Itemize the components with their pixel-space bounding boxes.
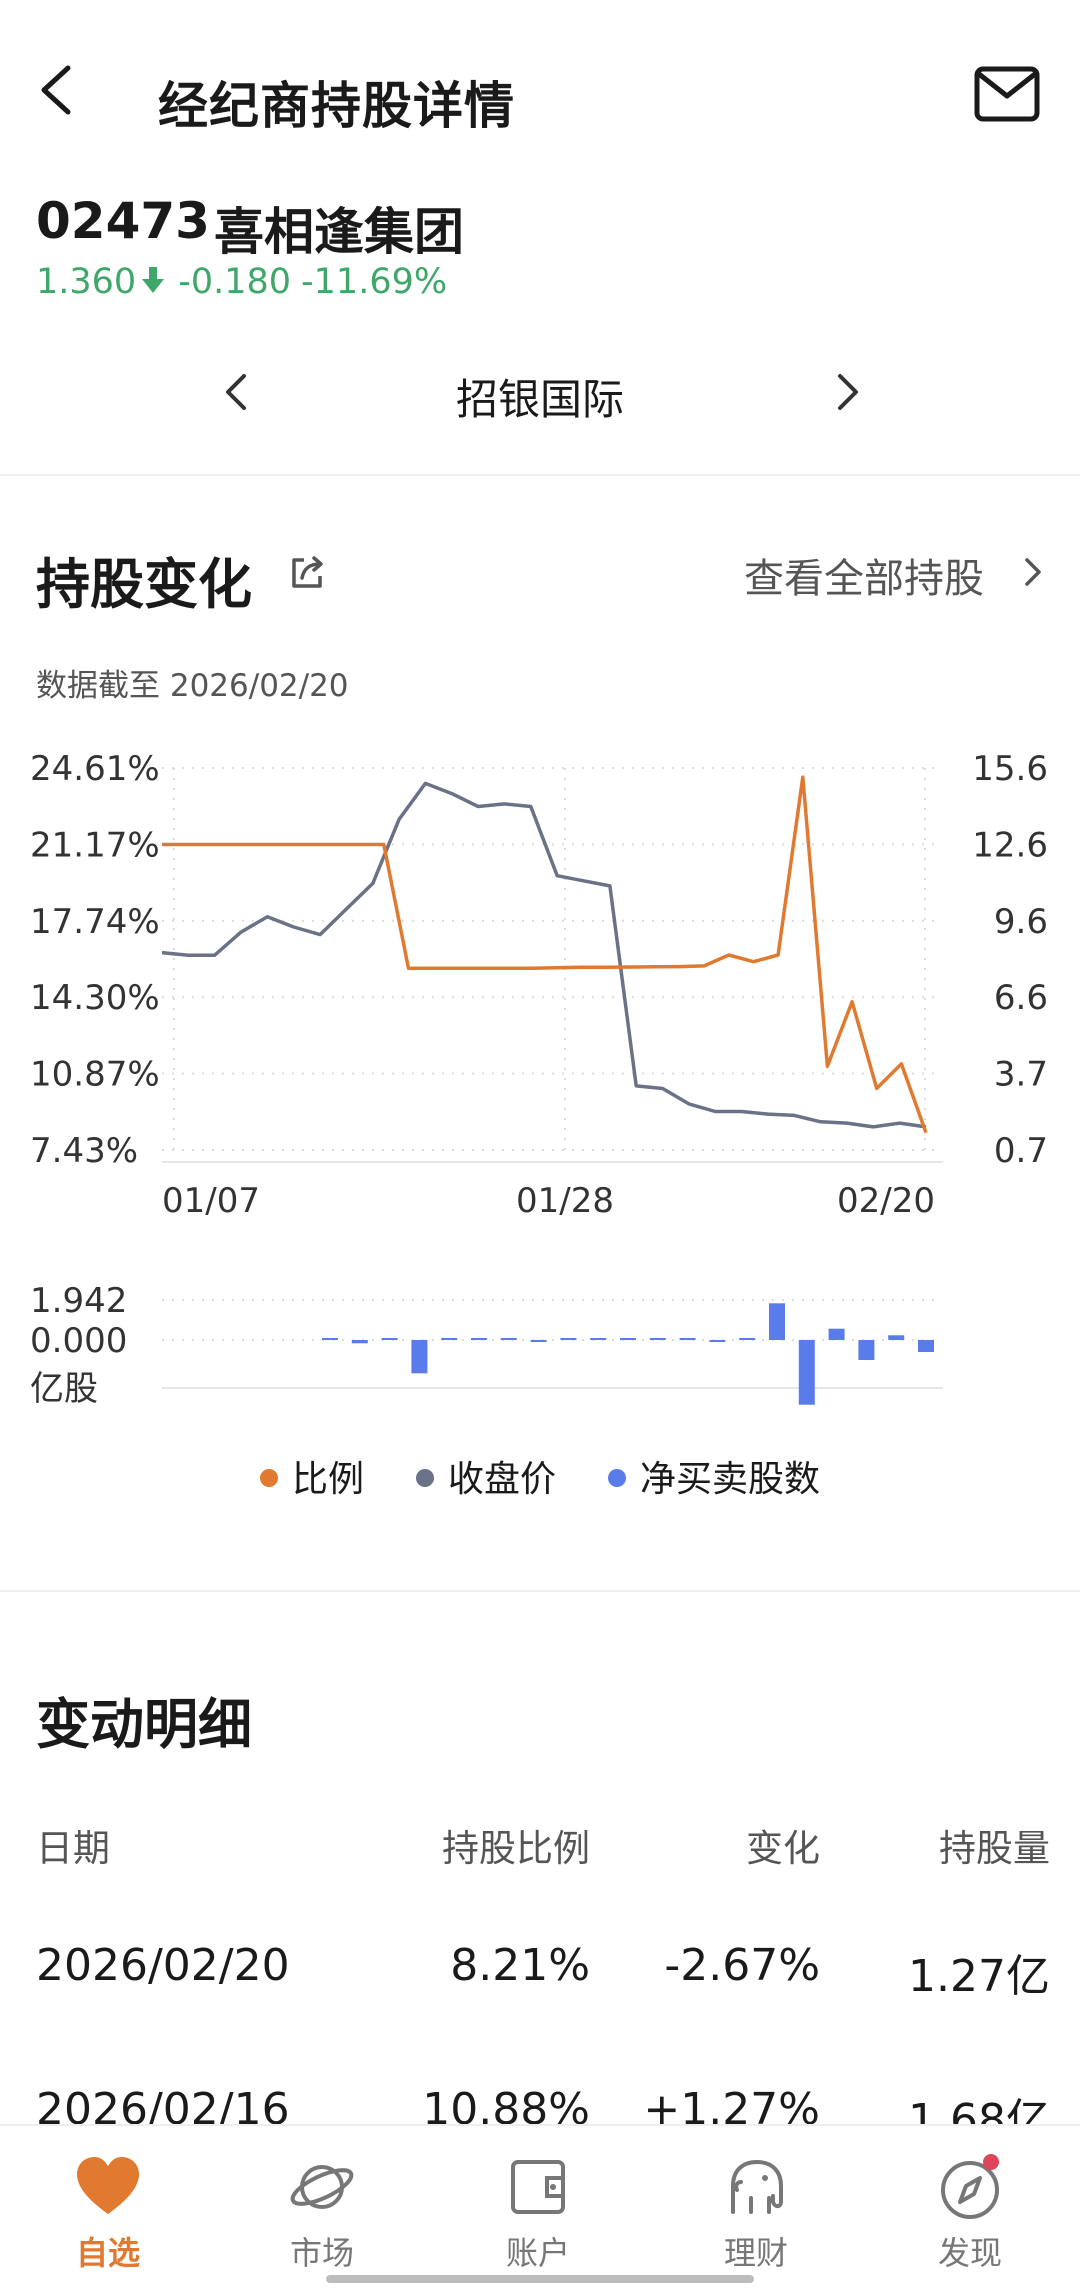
- header-holding: 持股量: [939, 1827, 1050, 1870]
- net-trade-bar: [918, 1340, 934, 1352]
- bottom-nav: 自选 市场 账户 理财 发现: [0, 2124, 1080, 2290]
- stock-code: 02473: [36, 192, 210, 250]
- header-ratio: 持股比例: [442, 1827, 590, 1870]
- x-tick-label: 02/20: [837, 1181, 935, 1221]
- net-trade-bar: [739, 1338, 756, 1340]
- net-trade-bar: [888, 1335, 905, 1340]
- bar-y-tick-label: 1.942: [30, 1281, 127, 1321]
- y-right-tick-label: 15.6: [972, 749, 1048, 789]
- stock-price: 1.360: [36, 262, 137, 302]
- nav-label: 理财: [723, 2234, 788, 2272]
- y-right-tick-label: 6.6: [994, 978, 1048, 1018]
- holding-ratio-line: [162, 775, 928, 1134]
- stock-change: -0.180: [178, 262, 292, 302]
- net-trade-bar: [560, 1338, 577, 1340]
- y-left-tick-label: 21.17%: [30, 825, 160, 865]
- compass-icon: [941, 2154, 999, 2219]
- bar-y-unit-label: 亿股: [30, 1369, 98, 1409]
- header-change: 变化: [746, 1827, 820, 1870]
- legend-net-dot: [608, 1469, 626, 1487]
- chart-legend: 比例 收盘价 净买卖股数: [0, 1450, 1080, 1500]
- next-broker-icon[interactable]: [828, 370, 868, 414]
- data-as-of-date: 数据截至 2026/02/20: [36, 668, 349, 704]
- net-trade-bar: [858, 1340, 875, 1360]
- y-left-tick-label: 17.74%: [30, 902, 160, 942]
- home-indicator: [326, 2275, 754, 2283]
- view-all-holdings-link[interactable]: 查看全部持股: [744, 556, 984, 602]
- x-tick-label: 01/07: [162, 1181, 260, 1221]
- net-trade-bar: [500, 1338, 517, 1340]
- net-trade-bar: [769, 1303, 785, 1340]
- net-trade-bar: [679, 1338, 696, 1340]
- page-title: 经纪商持股详情: [158, 77, 515, 135]
- holding-change-chart[interactable]: 24.61% 21.17% 17.74% 14.30% 10.87% 7.43% 15.6 1…: [0, 740, 1080, 1420]
- nav-watchlist[interactable]: 自选: [38, 2152, 178, 2274]
- y-right-tick-label: 0.7: [994, 1131, 1048, 1171]
- net-trade-bar: [381, 1338, 398, 1340]
- y-left-tick-label: 10.87%: [30, 1055, 160, 1095]
- net-trade-bar: [649, 1338, 666, 1340]
- legend-close-label: 收盘价: [448, 1459, 557, 1500]
- detail-title: 变动明细: [36, 1693, 252, 1756]
- elephant-icon: [731, 2160, 783, 2214]
- y-right-tick-label: 12.6: [972, 825, 1048, 865]
- nav-label: 发现: [937, 2234, 1002, 2272]
- net-trade-bar: [441, 1338, 458, 1340]
- y-right-tick-label: 3.7: [994, 1055, 1048, 1095]
- nav-label: 市场: [289, 2234, 354, 2272]
- legend-close-dot: [416, 1469, 434, 1487]
- row-change: -2.67%: [664, 1940, 820, 1991]
- broker-name: 招银国际: [455, 375, 624, 424]
- back-arrow-icon[interactable]: [30, 62, 86, 118]
- legend-ratio[interactable]: 比例: [260, 1450, 364, 1502]
- nav-wealth[interactable]: 理财: [686, 2152, 826, 2274]
- net-trade-bar: [322, 1338, 338, 1340]
- nav-market[interactable]: 市场: [252, 2152, 392, 2274]
- legend-net[interactable]: 净买卖股数: [608, 1450, 820, 1502]
- divider: [0, 1590, 1080, 1592]
- planet-icon: [290, 2165, 354, 2209]
- y-left-tick-label: 7.43%: [30, 1131, 138, 1171]
- stock-name: 喜相逢集团: [214, 203, 464, 261]
- nav-account[interactable]: 账户: [468, 2152, 608, 2274]
- net-trade-bar: [798, 1340, 815, 1405]
- share-icon[interactable]: [288, 552, 328, 592]
- legend-ratio-label: 比例: [292, 1459, 365, 1500]
- nav-discover[interactable]: 发现: [900, 2152, 1040, 2274]
- row-holding: 1.27亿: [908, 1951, 1050, 2002]
- y-right-tick-label: 9.6: [994, 902, 1048, 942]
- divider: [0, 474, 1080, 476]
- mail-icon[interactable]: [974, 66, 1040, 122]
- row-date: 2026/02/20: [36, 1940, 290, 1991]
- stock-change-pct: -11.69%: [301, 262, 448, 302]
- net-trade-bar: [411, 1340, 428, 1374]
- nav-label: 账户: [505, 2234, 570, 2272]
- row-ratio: 8.21%: [450, 1940, 590, 1991]
- nav-label: 自选: [75, 2234, 140, 2272]
- net-trade-bar: [828, 1328, 845, 1340]
- holding-change-title: 持股变化: [36, 553, 252, 616]
- legend-ratio-dot: [260, 1469, 278, 1487]
- net-trade-bar: [590, 1338, 607, 1340]
- wallet-icon: [511, 2160, 565, 2214]
- chevron-right-icon[interactable]: [1018, 552, 1048, 592]
- legend-net-label: 净买卖股数: [640, 1459, 821, 1500]
- heart-icon: [77, 2157, 139, 2214]
- close-price-line: [161, 781, 927, 1129]
- header-date: 日期: [36, 1827, 110, 1870]
- prev-broker-icon[interactable]: [216, 370, 256, 414]
- legend-close[interactable]: 收盘价: [416, 1450, 556, 1502]
- y-left-tick-label: 24.61%: [30, 749, 160, 789]
- net-trade-bar: [351, 1340, 368, 1344]
- net-trade-bar: [620, 1338, 636, 1340]
- down-arrow-icon: [142, 267, 165, 293]
- quote-line: 1.360 -0.180 -11.69%: [36, 262, 457, 302]
- x-tick-label: 01/28: [516, 1181, 614, 1221]
- bar-y-tick-label: 0.000: [30, 1321, 127, 1361]
- y-left-tick-label: 14.30%: [30, 978, 160, 1018]
- net-trade-bar: [709, 1340, 726, 1342]
- net-trade-bar: [471, 1338, 487, 1340]
- net-trade-bar: [530, 1340, 547, 1342]
